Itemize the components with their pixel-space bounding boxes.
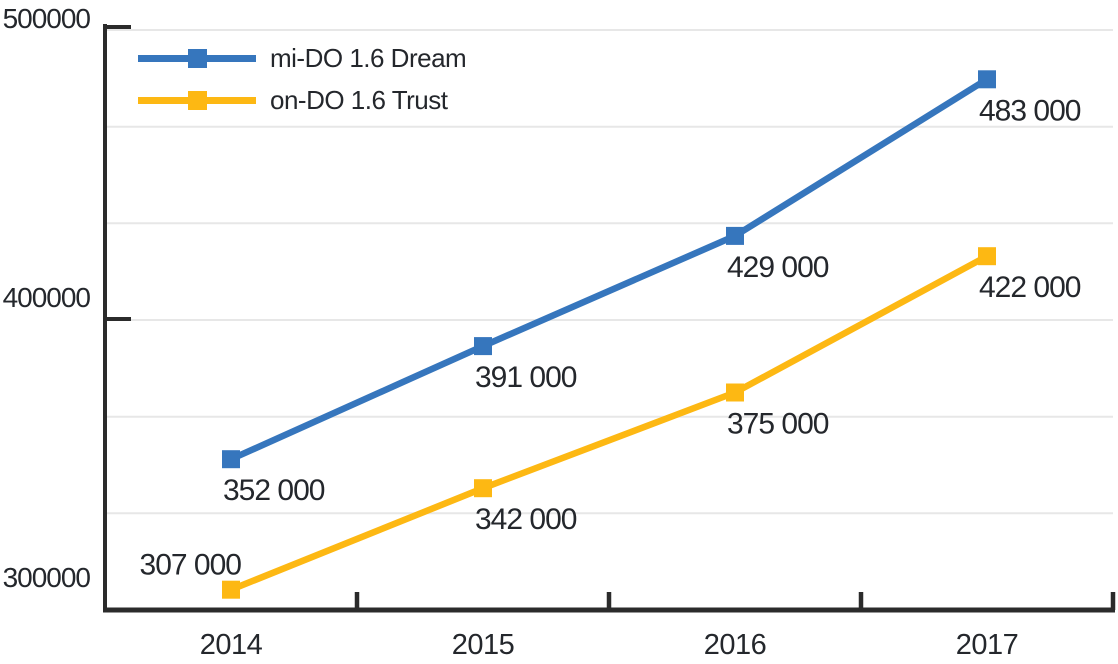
legend-label-mi-do-dream: mi-DO 1.6 Dream [270, 42, 467, 73]
data-point-label: 375 000 [727, 408, 829, 441]
y-tick-label: 400000 [3, 282, 91, 313]
data-point-marker-icon [726, 226, 744, 245]
legend: mi-DO 1.6 Dream on-DO 1.6 Trust [138, 42, 467, 128]
data-point-marker-icon [726, 383, 744, 402]
data-point-marker-icon [474, 479, 492, 498]
data-point-marker-icon [222, 580, 240, 599]
data-point-marker-icon [978, 70, 996, 89]
data-point-label: 352 000 [223, 474, 325, 507]
data-point-marker-icon [474, 337, 492, 356]
legend-item-mi-do-dream: mi-DO 1.6 Dream [138, 42, 467, 73]
data-point-label: 429 000 [727, 251, 829, 284]
data-point-label: 391 000 [475, 361, 577, 394]
data-point-marker-icon [978, 247, 996, 266]
legend-label-on-do-trust: on-DO 1.6 Trust [270, 84, 448, 115]
legend-item-on-do-trust: on-DO 1.6 Trust [138, 84, 466, 115]
legend-square-yellow-icon [188, 91, 207, 110]
legend-square-blue-icon [188, 49, 207, 68]
legend-line-marker-yellow-icon [138, 90, 256, 110]
data-point-label: 483 000 [979, 94, 1081, 127]
series-line [229, 76, 989, 463]
legend-line-marker-blue-icon [138, 48, 256, 68]
y-tick-label: 500000 [3, 3, 91, 34]
data-point-marker-icon [222, 450, 240, 469]
data-point-label: 342 000 [475, 503, 577, 536]
data-point-label: 307 000 [140, 549, 242, 582]
x-tick-label: 2017 [956, 629, 1019, 661]
x-tick-label: 2014 [200, 629, 263, 661]
series-line [229, 253, 989, 593]
y-tick-label: 300000 [3, 562, 91, 593]
x-tick-label: 2015 [452, 629, 515, 661]
data-point-label: 422 000 [979, 271, 1081, 304]
x-tick-label: 2016 [704, 629, 767, 661]
